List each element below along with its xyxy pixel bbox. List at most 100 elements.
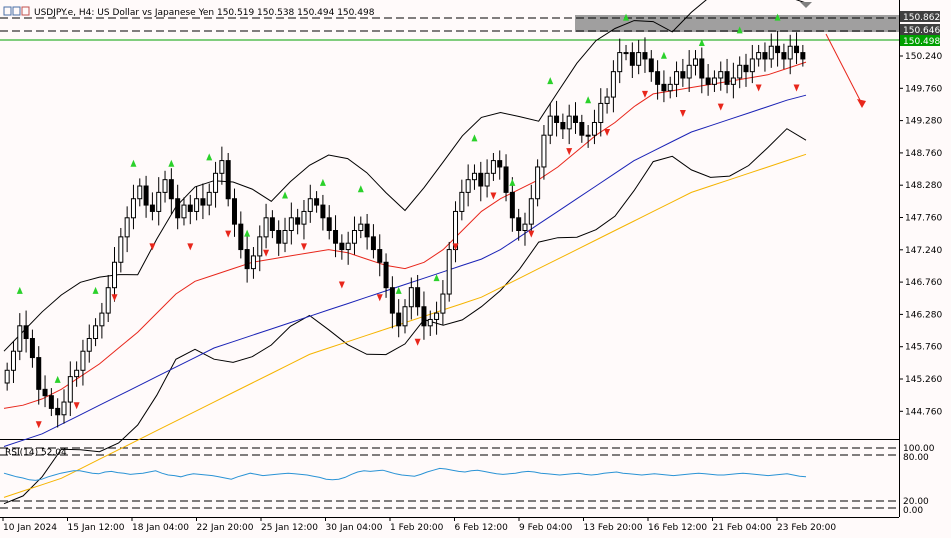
candle-body[interactable] <box>175 198 181 219</box>
candle-body[interactable] <box>351 230 357 244</box>
candle-body[interactable] <box>667 83 673 92</box>
candle-body[interactable] <box>105 287 111 314</box>
candle-body[interactable] <box>4 369 10 384</box>
candle-body[interactable] <box>269 217 275 232</box>
candle-body[interactable] <box>686 64 692 79</box>
candle-body[interactable] <box>314 198 320 206</box>
resistance-zone[interactable] <box>575 15 899 32</box>
candle-body[interactable] <box>74 369 80 378</box>
candle-body[interactable] <box>130 198 136 219</box>
candle-body[interactable] <box>610 71 616 98</box>
candle-body[interactable] <box>295 217 301 225</box>
candle-body[interactable] <box>465 179 471 193</box>
candle-body[interactable] <box>535 166 541 200</box>
candle-body[interactable] <box>541 134 547 168</box>
candle-body[interactable] <box>194 198 200 212</box>
candle-body[interactable] <box>339 242 345 251</box>
candle-body[interactable] <box>42 388 48 397</box>
candle-body[interactable] <box>636 52 642 66</box>
candle-body[interactable] <box>200 198 206 206</box>
candle-body[interactable] <box>427 318 433 327</box>
candle-body[interactable] <box>528 198 534 225</box>
price-axis[interactable]: 150.240 149.760 149.280 148.760 148.280 147.7… <box>899 52 942 417</box>
candles[interactable] <box>4 30 806 428</box>
candle-body[interactable] <box>238 223 244 251</box>
candle-body[interactable] <box>724 71 730 85</box>
candle-body[interactable] <box>711 77 717 85</box>
candle-body[interactable] <box>585 134 591 137</box>
candle-body[interactable] <box>168 179 174 200</box>
candle-body[interactable] <box>756 52 762 60</box>
candle-body[interactable] <box>10 350 16 371</box>
candle-body[interactable] <box>364 223 370 238</box>
candle-body[interactable] <box>333 230 339 244</box>
candle-body[interactable] <box>415 287 421 308</box>
candle-body[interactable] <box>516 217 522 232</box>
candle-body[interactable] <box>554 115 560 123</box>
candle-body[interactable] <box>787 45 793 60</box>
candle-body[interactable] <box>250 255 256 270</box>
candle-body[interactable] <box>459 191 465 212</box>
candle-body[interactable] <box>749 58 755 73</box>
candle-body[interactable] <box>509 191 515 219</box>
candle-body[interactable] <box>156 191 162 212</box>
candle-body[interactable] <box>181 204 187 219</box>
candle-body[interactable] <box>737 64 743 79</box>
candle-body[interactable] <box>781 52 787 60</box>
candle-body[interactable] <box>680 71 686 79</box>
candle-body[interactable] <box>402 306 408 327</box>
candle-body[interactable] <box>408 287 414 308</box>
candle-body[interactable] <box>604 96 610 104</box>
candle-body[interactable] <box>579 121 585 136</box>
candle-body[interactable] <box>29 338 35 359</box>
candle-body[interactable] <box>124 217 130 238</box>
candle-body[interactable] <box>497 160 503 168</box>
candle-body[interactable] <box>86 338 92 352</box>
candle-body[interactable] <box>440 293 446 314</box>
candle-body[interactable] <box>389 287 395 314</box>
candle-body[interactable] <box>17 325 23 352</box>
candle-body[interactable] <box>257 236 263 257</box>
candle-body[interactable] <box>55 407 61 416</box>
candle-body[interactable] <box>213 172 219 193</box>
candle-body[interactable] <box>692 58 698 66</box>
candle-body[interactable] <box>162 179 168 193</box>
candle-body[interactable] <box>591 121 597 136</box>
candle-body[interactable] <box>617 52 623 73</box>
candle-body[interactable] <box>48 395 54 409</box>
candle-body[interactable] <box>674 71 680 85</box>
scroll-marker-icon[interactable] <box>800 2 812 8</box>
candle-body[interactable] <box>775 45 781 54</box>
candle-body[interactable] <box>231 198 237 225</box>
candle-body[interactable] <box>282 230 288 244</box>
candle-body[interactable] <box>743 64 749 73</box>
candle-body[interactable] <box>705 77 711 85</box>
candle-body[interactable] <box>699 58 705 79</box>
candle-body[interactable] <box>219 160 225 174</box>
time-axis[interactable]: 10 Jan 2024 15 Jan 12:00 18 Jan 04:00 22 Ja… <box>2 517 836 533</box>
candle-body[interactable] <box>598 102 604 123</box>
candle-body[interactable] <box>80 350 86 371</box>
candle-body[interactable] <box>320 204 326 219</box>
candle-body[interactable] <box>118 236 124 263</box>
candle-body[interactable] <box>421 306 427 327</box>
candle-body[interactable] <box>768 45 774 60</box>
candle-body[interactable] <box>503 166 509 193</box>
candle-body[interactable] <box>377 249 383 263</box>
candle-body[interactable] <box>661 83 667 92</box>
candle-body[interactable] <box>623 52 629 55</box>
candle-body[interactable] <box>648 58 654 73</box>
candle-body[interactable] <box>137 185 143 200</box>
candle-body[interactable] <box>263 217 269 238</box>
candle-body[interactable] <box>67 376 73 403</box>
candle-body[interactable] <box>61 401 67 416</box>
candle-body[interactable] <box>370 236 376 251</box>
candle-body[interactable] <box>276 230 282 244</box>
candle-body[interactable] <box>478 172 484 187</box>
candle-body[interactable] <box>358 223 364 231</box>
candle-body[interactable] <box>642 52 648 60</box>
candle-body[interactable] <box>244 249 250 270</box>
candle-body[interactable] <box>718 71 724 79</box>
